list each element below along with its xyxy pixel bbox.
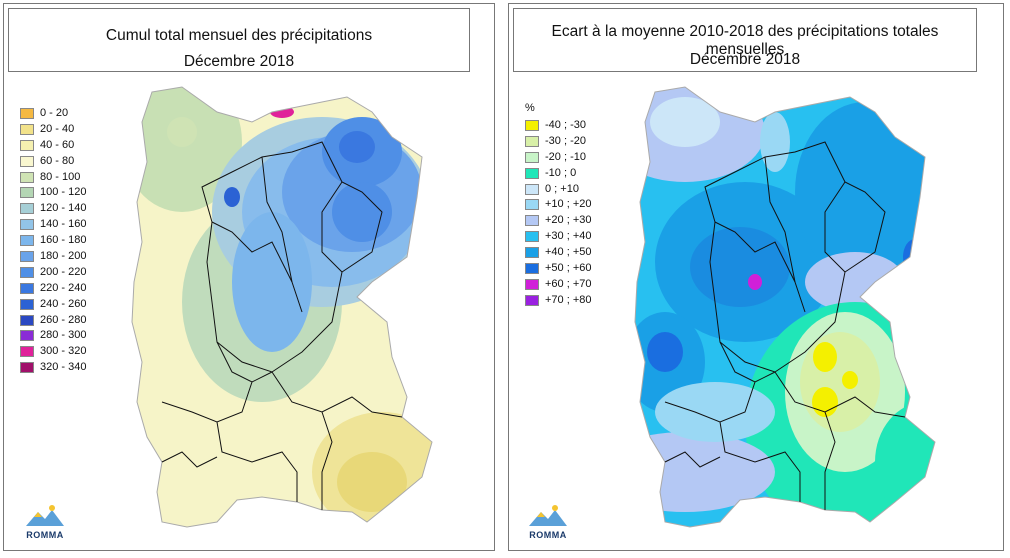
mountain-logo-icon bbox=[529, 505, 567, 526]
legend-swatch bbox=[20, 219, 34, 231]
legend-label: 0 ; +10 bbox=[545, 182, 579, 195]
precipitation-anomaly-map bbox=[634, 86, 936, 528]
legend-swatch bbox=[525, 135, 539, 147]
legend-label: 280 - 300 bbox=[40, 329, 87, 342]
map-panel-ecart: Ecart à la moyenne 2010-2018 des précipi… bbox=[508, 3, 1004, 551]
legend-swatch bbox=[20, 298, 34, 310]
legend-label: +50 ; +60 bbox=[545, 262, 592, 275]
legend-label: +60 ; +70 bbox=[545, 277, 592, 290]
map-panel-cumul: Cumul total mensuel des précipitations D… bbox=[3, 3, 495, 551]
legend-item: +70 ; +80 bbox=[525, 293, 592, 309]
legend-swatch bbox=[20, 235, 34, 247]
legend-unit: % bbox=[525, 102, 535, 114]
legend-label: 240 - 260 bbox=[40, 297, 87, 310]
legend-swatch bbox=[525, 294, 539, 306]
legend-label: 260 - 280 bbox=[40, 313, 87, 326]
legend-label: 180 - 200 bbox=[40, 250, 87, 263]
legend-label: -20 ; -10 bbox=[545, 150, 586, 163]
legend-item: +60 ; +70 bbox=[525, 277, 592, 293]
legend-label: 200 - 220 bbox=[40, 265, 87, 278]
legend-item: +10 ; +20 bbox=[525, 197, 592, 213]
legend-item: +30 ; +40 bbox=[525, 229, 592, 245]
legend-item: +50 ; +60 bbox=[525, 261, 592, 277]
legend-swatch bbox=[20, 155, 34, 167]
legend-label: +20 ; +30 bbox=[545, 214, 592, 227]
legend-label: +70 ; +80 bbox=[545, 293, 592, 306]
legend-item: +20 ; +30 bbox=[525, 213, 592, 229]
legend-item: -10 ; 0 bbox=[525, 166, 576, 182]
precipitation-map bbox=[131, 86, 433, 528]
legend-item: 0 ; +10 bbox=[525, 182, 579, 198]
legend-label: 40 - 60 bbox=[40, 138, 75, 151]
romma-logo: ROMMA bbox=[521, 502, 581, 542]
map-title-box: Ecart à la moyenne 2010-2018 des précipi… bbox=[513, 8, 977, 72]
legend-swatch bbox=[525, 120, 539, 131]
legend-swatch bbox=[20, 362, 34, 374]
legend-swatch bbox=[525, 167, 539, 179]
legend-label: 320 - 340 bbox=[40, 361, 87, 374]
legend-swatch bbox=[525, 151, 539, 163]
legend-swatch bbox=[525, 278, 539, 290]
legend-swatch bbox=[525, 215, 539, 227]
map-subtitle: Décembre 2018 bbox=[183, 53, 295, 70]
legend-label: 60 - 80 bbox=[40, 154, 75, 167]
legend-swatch bbox=[525, 247, 539, 259]
logo-text: ROMMA bbox=[26, 530, 64, 540]
legend-item: -40 ; -30 bbox=[525, 118, 586, 134]
legend-label: -40 ; -30 bbox=[545, 119, 586, 131]
legend-label: +30 ; +40 bbox=[545, 230, 592, 243]
legend-label: +40 ; +50 bbox=[545, 246, 592, 259]
legend-item: -30 ; -20 bbox=[525, 134, 586, 150]
legend-label: 140 - 160 bbox=[40, 218, 87, 231]
legend-label: -10 ; 0 bbox=[545, 166, 577, 179]
legend-swatch bbox=[525, 263, 539, 275]
legend-swatch bbox=[20, 346, 34, 358]
legend-ecart: % -40 ; -30 -30 ; -20 -20 ; -10 -10 ; 0 … bbox=[525, 102, 592, 309]
legend-label: 0 - 20 bbox=[40, 107, 69, 119]
map-title-box: Cumul total mensuel des précipitations D… bbox=[8, 8, 470, 72]
romma-logo: ROMMA bbox=[18, 502, 78, 542]
mountain-logo-icon bbox=[26, 505, 64, 526]
map-title: Cumul total mensuel des précipitations bbox=[105, 27, 373, 44]
legend-swatch bbox=[20, 187, 34, 199]
legend-label: 20 - 40 bbox=[40, 122, 75, 135]
legend-swatch bbox=[20, 282, 34, 294]
legend-label: 300 - 320 bbox=[40, 345, 87, 358]
legend-swatch bbox=[20, 123, 34, 135]
logo-text: ROMMA bbox=[529, 530, 567, 540]
legend-swatch bbox=[525, 231, 539, 243]
legend-label: 100 - 120 bbox=[40, 186, 87, 199]
legend-label: +10 ; +20 bbox=[545, 198, 592, 211]
legend-swatch bbox=[525, 199, 539, 211]
legend-label: 80 - 100 bbox=[40, 170, 81, 183]
map-subtitle: Décembre 2018 bbox=[689, 51, 801, 68]
legend-swatch bbox=[20, 251, 34, 263]
legend-swatch bbox=[20, 203, 34, 215]
legend-swatch bbox=[20, 330, 34, 342]
legend-item: -20 ; -10 bbox=[525, 150, 586, 166]
legend-swatch bbox=[20, 171, 34, 183]
legend-swatch bbox=[20, 314, 34, 326]
map-title: Ecart à la moyenne 2010-2018 des précipi… bbox=[551, 23, 939, 58]
legend-label: 220 - 240 bbox=[40, 281, 87, 294]
legend-swatch bbox=[20, 139, 34, 151]
legend-label: 160 - 180 bbox=[40, 234, 87, 247]
legend-item: +40 ; +50 bbox=[525, 245, 592, 261]
legend-swatch bbox=[20, 108, 34, 119]
legend-label: -30 ; -20 bbox=[545, 134, 586, 147]
legend-label: 120 - 140 bbox=[40, 202, 87, 215]
legend-swatch bbox=[525, 183, 539, 195]
legend-swatch bbox=[20, 266, 34, 278]
